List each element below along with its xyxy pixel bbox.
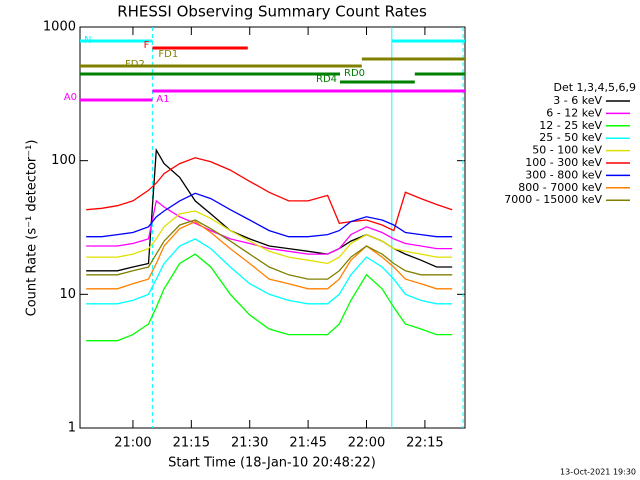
flag-label: N bbox=[84, 35, 91, 46]
flag-label: FD1 bbox=[158, 49, 178, 60]
flag-label: A1 bbox=[156, 94, 169, 105]
y-tick-label: 100 bbox=[51, 153, 76, 168]
legend-label: 800 - 7000 keV bbox=[518, 181, 602, 194]
legend-label: 7000 - 15000 keV bbox=[504, 193, 602, 206]
x-tick-label: 21:45 bbox=[289, 436, 326, 451]
flag-label: FD2 bbox=[125, 59, 145, 70]
series-line bbox=[86, 238, 453, 305]
legend-label: 12 - 25 keV bbox=[539, 119, 602, 132]
legend-label: 6 - 12 keV bbox=[546, 106, 602, 119]
y-tick-label: 1000 bbox=[43, 20, 76, 35]
x-tick-label: 22:00 bbox=[348, 436, 385, 451]
x-axis-label: Start Time (18-Jan-10 20:48:22) bbox=[168, 456, 376, 471]
series-line bbox=[86, 147, 453, 272]
legend-label: 300 - 800 keV bbox=[525, 168, 602, 181]
flag-label: RD0 bbox=[344, 68, 365, 79]
series-line bbox=[86, 253, 453, 342]
y-axis-label: Count Rate (s⁻¹ detector⁻¹) bbox=[25, 140, 40, 317]
series-line bbox=[86, 219, 453, 280]
series-line bbox=[86, 192, 453, 238]
legend-label: 100 - 300 keV bbox=[525, 156, 602, 169]
legend-title: Det 1,3,4,5,6,9 bbox=[553, 81, 636, 94]
series-line bbox=[86, 220, 453, 290]
y-tick-label: 1 bbox=[68, 421, 76, 436]
plot-frame bbox=[79, 26, 466, 429]
chart-title: RHESSI Observing Summary Count Rates bbox=[117, 3, 427, 21]
series-line bbox=[86, 199, 453, 255]
flag-label: A0 bbox=[64, 92, 77, 103]
series-line bbox=[86, 157, 453, 232]
x-tick-label: 21:00 bbox=[114, 436, 151, 451]
flag-label: F bbox=[144, 40, 150, 51]
x-tick-label: 22:15 bbox=[406, 436, 443, 451]
legend-label: 50 - 100 keV bbox=[532, 144, 602, 157]
x-tick-label: 21:30 bbox=[231, 436, 268, 451]
series-line bbox=[86, 210, 453, 265]
footer: 13-Oct-2021 19:30 bbox=[560, 468, 636, 477]
y-tick-label: 10 bbox=[59, 287, 76, 302]
legend-label: 25 - 50 keV bbox=[539, 131, 602, 144]
x-tick-label: 21:15 bbox=[173, 436, 210, 451]
flag-label: RD4 bbox=[316, 74, 337, 85]
legend-label: 3 - 6 keV bbox=[553, 94, 602, 107]
